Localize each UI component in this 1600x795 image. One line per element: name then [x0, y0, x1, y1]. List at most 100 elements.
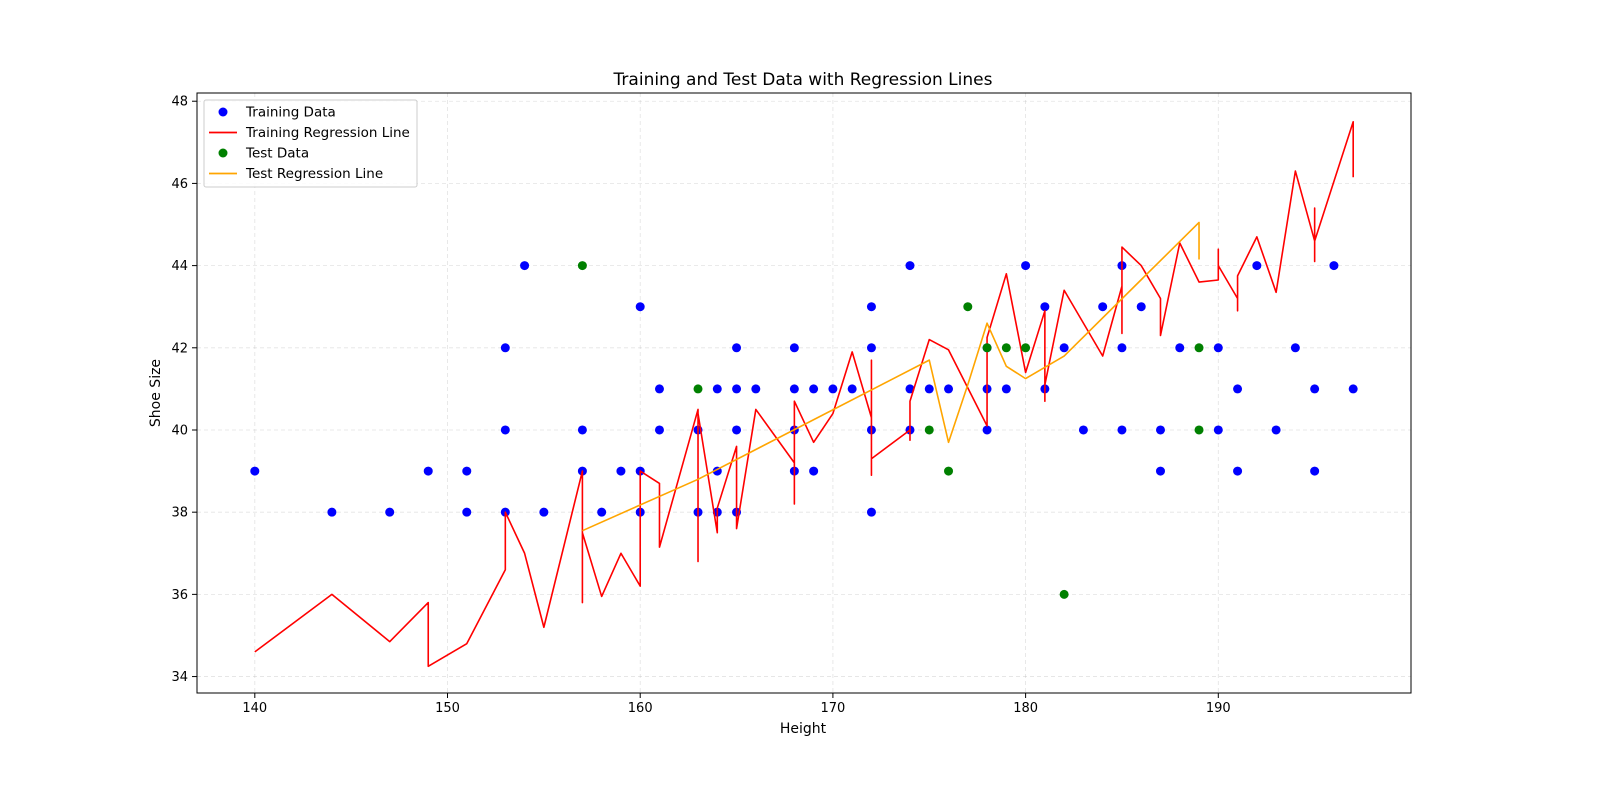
data-point	[1155, 425, 1165, 435]
data-point	[462, 507, 472, 517]
y-tick-label: 40	[171, 423, 188, 438]
data-point	[712, 384, 722, 394]
x-tick-label: 140	[242, 701, 267, 716]
data-point	[1155, 466, 1165, 476]
legend-label: Training Regression Line	[245, 125, 410, 141]
data-point	[789, 384, 799, 394]
x-tick-label: 190	[1206, 701, 1231, 716]
x-axis-label: Height	[780, 721, 827, 737]
y-tick-label: 34	[171, 670, 188, 685]
data-point	[577, 261, 587, 271]
data-point	[1021, 343, 1031, 353]
legend-marker-swatch	[218, 107, 228, 117]
data-point	[654, 384, 664, 394]
x-tick-label: 180	[1013, 701, 1038, 716]
data-point	[732, 343, 742, 353]
legend-label: Test Regression Line	[245, 166, 383, 182]
data-point	[1059, 343, 1069, 353]
data-point	[866, 302, 876, 312]
data-point	[1078, 425, 1088, 435]
series-test-data	[577, 261, 1204, 599]
ticks: 140 150 160 170 180 190 34 36 38 40 42 44 46 48	[171, 95, 1230, 716]
data-point	[1040, 302, 1050, 312]
series-layer	[250, 120, 1358, 668]
y-tick-label: 42	[171, 341, 188, 356]
data-point	[597, 507, 607, 517]
y-tick-label: 48	[171, 95, 188, 110]
data-point	[905, 261, 915, 271]
data-point	[1310, 466, 1320, 476]
data-point	[809, 384, 819, 394]
data-point	[1117, 343, 1127, 353]
data-point	[866, 343, 876, 353]
data-point	[982, 425, 992, 435]
y-tick-label: 38	[171, 506, 188, 521]
data-point	[1175, 343, 1185, 353]
data-point	[1290, 343, 1300, 353]
data-point	[1194, 425, 1204, 435]
data-point	[809, 466, 819, 476]
data-point	[1271, 425, 1281, 435]
x-tick-label: 170	[820, 701, 845, 716]
data-point	[1059, 589, 1069, 599]
data-point	[577, 425, 587, 435]
data-point	[751, 384, 761, 394]
y-axis-label: Shoe Size	[148, 359, 164, 427]
data-point	[789, 343, 799, 353]
data-point	[924, 425, 934, 435]
data-point	[654, 425, 664, 435]
data-point	[732, 384, 742, 394]
legend-entry: Test Data	[218, 146, 309, 162]
data-point	[250, 466, 260, 476]
x-tick-label: 150	[435, 701, 460, 716]
plot-frame	[196, 92, 1412, 694]
data-point	[847, 384, 857, 394]
data-point	[1213, 343, 1223, 353]
grid	[197, 93, 1411, 693]
data-point	[423, 466, 433, 476]
series-training-regression-line	[254, 120, 1354, 668]
y-tick-label: 44	[171, 259, 188, 274]
data-point	[1233, 466, 1243, 476]
data-point	[1233, 384, 1243, 394]
data-point	[1213, 425, 1223, 435]
legend-label: Training Data	[245, 105, 336, 121]
legend-entry: Test Regression Line	[209, 166, 383, 182]
data-point	[1098, 302, 1108, 312]
data-point	[462, 466, 472, 476]
legend: Training Data Training Regression Line Tes…	[203, 99, 418, 188]
data-point	[1136, 302, 1146, 312]
data-point	[924, 384, 934, 394]
data-point	[1348, 384, 1358, 394]
data-point	[327, 507, 337, 517]
data-point	[866, 507, 876, 517]
data-point	[1001, 343, 1011, 353]
x-tick-label: 160	[628, 701, 653, 716]
regression-line	[582, 221, 1200, 532]
data-point	[1252, 261, 1262, 271]
data-point	[500, 425, 510, 435]
data-point	[1194, 343, 1204, 353]
data-point	[732, 425, 742, 435]
legend-marker-swatch	[218, 148, 228, 158]
y-tick-label: 46	[171, 177, 188, 192]
legend-box	[203, 99, 418, 188]
data-point	[1329, 261, 1339, 271]
data-point	[520, 261, 530, 271]
series-test-regression-line	[582, 221, 1200, 532]
data-point	[944, 466, 954, 476]
chart-title: Training and Test Data with Regression L…	[613, 70, 993, 90]
data-point	[500, 343, 510, 353]
data-point	[1001, 384, 1011, 394]
data-point	[1021, 261, 1031, 271]
y-tick-label: 36	[171, 588, 188, 603]
data-point	[616, 466, 626, 476]
data-point	[635, 302, 645, 312]
regression-line	[254, 120, 1354, 668]
data-point	[385, 507, 395, 517]
data-point	[905, 384, 915, 394]
legend-entry: Training Regression Line	[209, 125, 410, 141]
data-point	[963, 302, 973, 312]
data-point	[944, 384, 954, 394]
